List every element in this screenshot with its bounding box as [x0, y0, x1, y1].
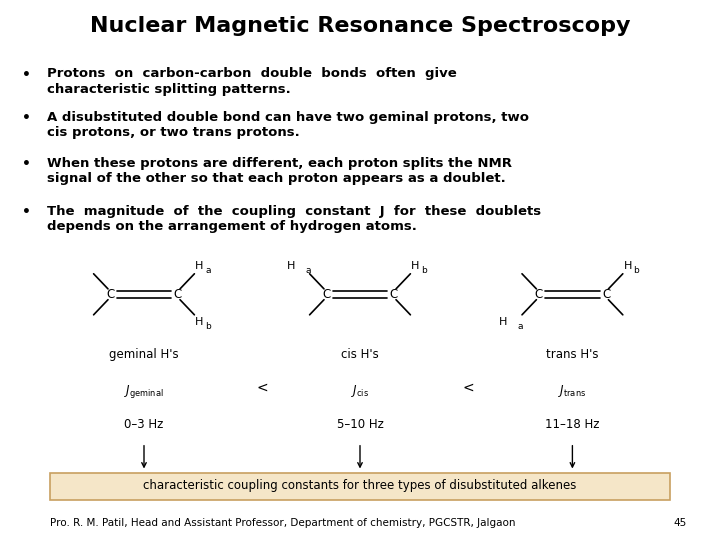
- Text: a: a: [205, 266, 211, 275]
- Text: C: C: [535, 288, 543, 301]
- Text: geminal H's: geminal H's: [109, 348, 179, 361]
- Text: C: C: [602, 288, 610, 301]
- Text: When these protons are different, each proton splits the NMR
signal of the other: When these protons are different, each p…: [47, 157, 512, 185]
- Text: b: b: [421, 266, 427, 275]
- Text: The  magnitude  of  the  coupling  constant  J  for  these  doublets
depends on : The magnitude of the coupling constant J…: [47, 205, 541, 233]
- Text: 45: 45: [673, 518, 686, 528]
- Text: C: C: [174, 288, 181, 301]
- Text: Protons  on  carbon-carbon  double  bonds  often  give
characteristic splitting : Protons on carbon-carbon double bonds of…: [47, 68, 456, 96]
- Text: 11–18 Hz: 11–18 Hz: [545, 418, 600, 431]
- Text: <: <: [257, 381, 269, 395]
- Text: A disubstituted double bond can have two geminal protons, two
cis protons, or tw: A disubstituted double bond can have two…: [47, 111, 528, 139]
- Text: Nuclear Magnetic Resonance Spectroscopy: Nuclear Magnetic Resonance Spectroscopy: [90, 16, 630, 36]
- Text: <: <: [462, 381, 474, 395]
- FancyBboxPatch shape: [50, 472, 670, 500]
- Text: $\mathit{J}_\mathrm{cis}$: $\mathit{J}_\mathrm{cis}$: [351, 383, 369, 400]
- Text: Pro. R. M. Patil, Head and Assistant Professor, Department of chemistry, PGCSTR,: Pro. R. M. Patil, Head and Assistant Pro…: [50, 518, 516, 528]
- Text: $\mathit{J}_\mathrm{geminal}$: $\mathit{J}_\mathrm{geminal}$: [124, 383, 164, 400]
- Text: cis H's: cis H's: [341, 348, 379, 361]
- Text: a: a: [518, 322, 523, 331]
- Text: •: •: [22, 111, 30, 125]
- Text: C: C: [323, 288, 330, 301]
- Text: 5–10 Hz: 5–10 Hz: [336, 418, 384, 431]
- Text: •: •: [22, 68, 30, 82]
- Text: C: C: [390, 288, 397, 301]
- Text: b: b: [634, 266, 639, 275]
- Text: characteristic coupling constants for three types of disubstituted alkenes: characteristic coupling constants for th…: [143, 480, 577, 492]
- Text: b: b: [205, 322, 211, 331]
- Text: H: H: [287, 261, 295, 271]
- Text: H: H: [624, 261, 632, 271]
- Text: •: •: [22, 205, 30, 219]
- Text: H: H: [195, 261, 204, 271]
- Text: •: •: [22, 157, 30, 171]
- Text: H: H: [195, 318, 204, 327]
- Text: $\mathit{J}_\mathrm{trans}$: $\mathit{J}_\mathrm{trans}$: [558, 383, 587, 400]
- Text: a: a: [305, 266, 311, 275]
- Text: C: C: [107, 288, 114, 301]
- Text: trans H's: trans H's: [546, 348, 598, 361]
- Text: 0–3 Hz: 0–3 Hz: [125, 418, 163, 431]
- Text: H: H: [411, 261, 420, 271]
- Text: H: H: [499, 318, 508, 327]
